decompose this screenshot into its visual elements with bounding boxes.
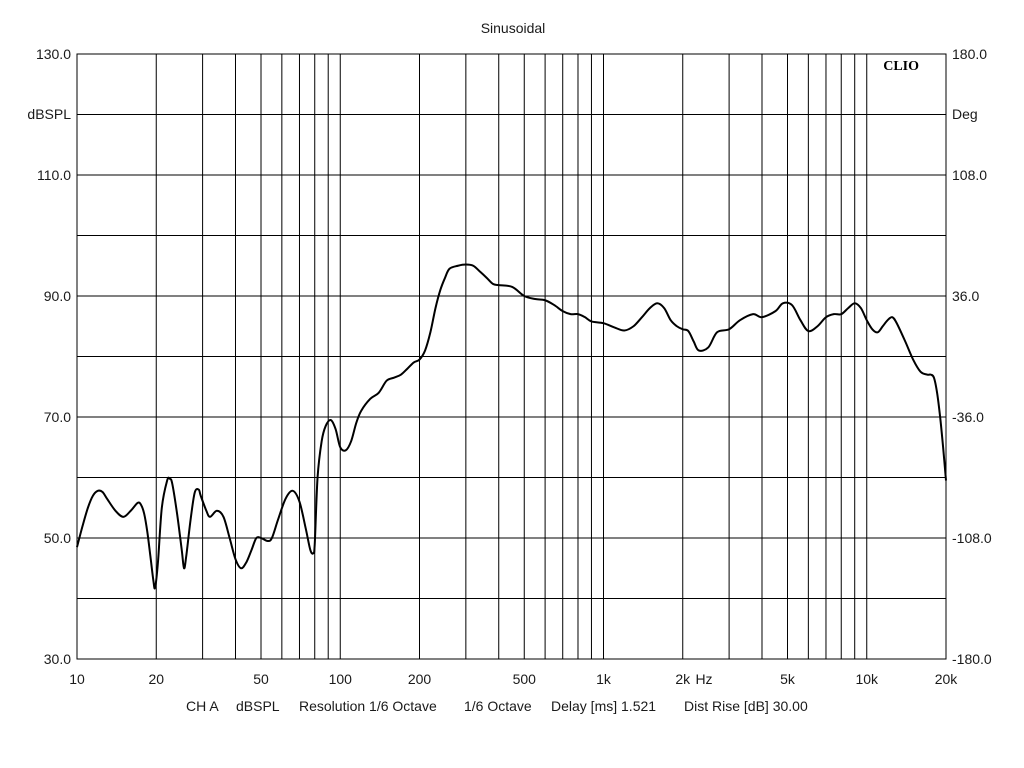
chart-title: Sinusoidal [481, 20, 546, 36]
footer-unit: dBSPL [236, 698, 280, 714]
clio-brand-label: CLIO [883, 59, 919, 74]
y-tick-label: 110.0 [37, 167, 71, 183]
horizontal-gridlines [77, 114, 946, 599]
x-tick-labels: 10 20 50 100 200 500 1k 2k 5k 10k 20k [69, 671, 958, 687]
y-tick-label: 30.0 [44, 651, 71, 667]
x-tick-label: 200 [408, 671, 432, 687]
y-tick-labels: 130.0 110.0 90.0 70.0 50.0 30.0 [36, 46, 71, 667]
y2-tick-labels: 180.0 108.0 36.0 -36.0 -108.0 -180.0 [952, 46, 992, 667]
x-unit-label: Hz [695, 671, 712, 687]
x-tick-label: 10 [69, 671, 85, 687]
plot-frame [76, 53, 947, 660]
spl-response-line [76, 263, 947, 590]
footer-smoothing: 1/6 Octave [464, 698, 532, 714]
x-tick-label: 500 [513, 671, 537, 687]
y-tick-label: 70.0 [44, 409, 71, 425]
y2-tick-label: -180.0 [952, 651, 992, 667]
y2-axis-label: Deg [952, 106, 978, 122]
x-tick-label: 10k [855, 671, 879, 687]
footer-channel: CH A [186, 698, 219, 714]
y2-tick-label: -36.0 [952, 409, 984, 425]
x-tick-label: 20k [935, 671, 959, 687]
y2-tick-label: 108.0 [952, 167, 987, 183]
footer-resolution: Resolution 1/6 Octave [299, 698, 437, 714]
y-axis-label: dBSPL [27, 106, 71, 122]
x-tick-label: 100 [329, 671, 353, 687]
y2-tick-label: -108.0 [952, 530, 992, 546]
x-tick-label: 50 [253, 671, 269, 687]
footer-delay: Delay [ms] 1.521 [551, 698, 656, 714]
y-tick-label: 50.0 [44, 530, 71, 546]
x-tick-label: 20 [148, 671, 164, 687]
y-tick-label: 130.0 [36, 46, 71, 62]
x-tick-label: 5k [780, 671, 796, 687]
footer-info: CH A dBSPL Resolution 1/6 Octave 1/6 Oct… [186, 698, 808, 714]
y2-tick-label: 36.0 [952, 288, 979, 304]
footer-dist-rise: Dist Rise [dB] 30.00 [684, 698, 808, 714]
x-tick-label: 1k [596, 671, 612, 687]
y2-tick-label: 180.0 [952, 46, 987, 62]
x-tick-label: 2k [675, 671, 691, 687]
y-tick-label: 90.0 [44, 288, 71, 304]
